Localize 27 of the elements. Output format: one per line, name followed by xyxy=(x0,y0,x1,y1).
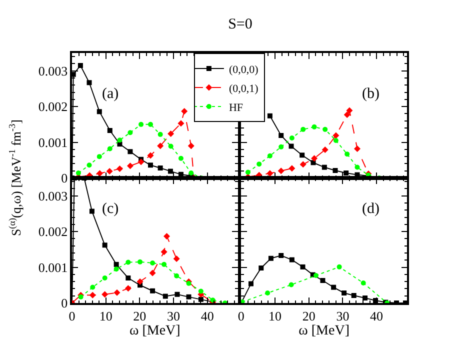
y-tick-label: 0.001 xyxy=(38,260,68,275)
x-tick-label: 0 xyxy=(238,308,244,324)
x-tick-label: 30 xyxy=(336,308,350,324)
chart-title: S=0 xyxy=(228,16,252,32)
y-tick-label: 0.002 xyxy=(38,224,68,240)
legend-label: HF xyxy=(228,102,244,114)
x-tick-label: 10 xyxy=(268,308,282,324)
x-tick-label: 40 xyxy=(200,308,214,324)
annotation: (b) xyxy=(362,86,380,102)
annotation: (c) xyxy=(102,201,119,217)
x-axis-title: ω [MeV] xyxy=(130,323,180,338)
legend-label: (0,0,1) xyxy=(228,82,259,95)
x-tick-label: 40 xyxy=(370,308,384,324)
legend-label: (0,0,0) xyxy=(228,64,259,76)
annotation: (a) xyxy=(102,86,119,102)
x-tick-label: 20 xyxy=(133,308,146,324)
y-tick-label: 0 xyxy=(61,170,68,186)
y-tick-label: 0 xyxy=(61,296,68,311)
y-tick-label: 0.003 xyxy=(38,63,68,78)
y-tick-label: 0.001 xyxy=(38,134,68,150)
x-tick-label: 30 xyxy=(167,308,180,324)
x-tick-label: 20 xyxy=(302,308,316,324)
annotation: (d) xyxy=(362,201,380,217)
y-tick-label: 0.003 xyxy=(38,188,68,204)
x-axis-title: ω [MeV] xyxy=(298,323,350,338)
x-tick-label: 10 xyxy=(99,308,112,324)
y-tick-label: 0.002 xyxy=(38,99,68,114)
